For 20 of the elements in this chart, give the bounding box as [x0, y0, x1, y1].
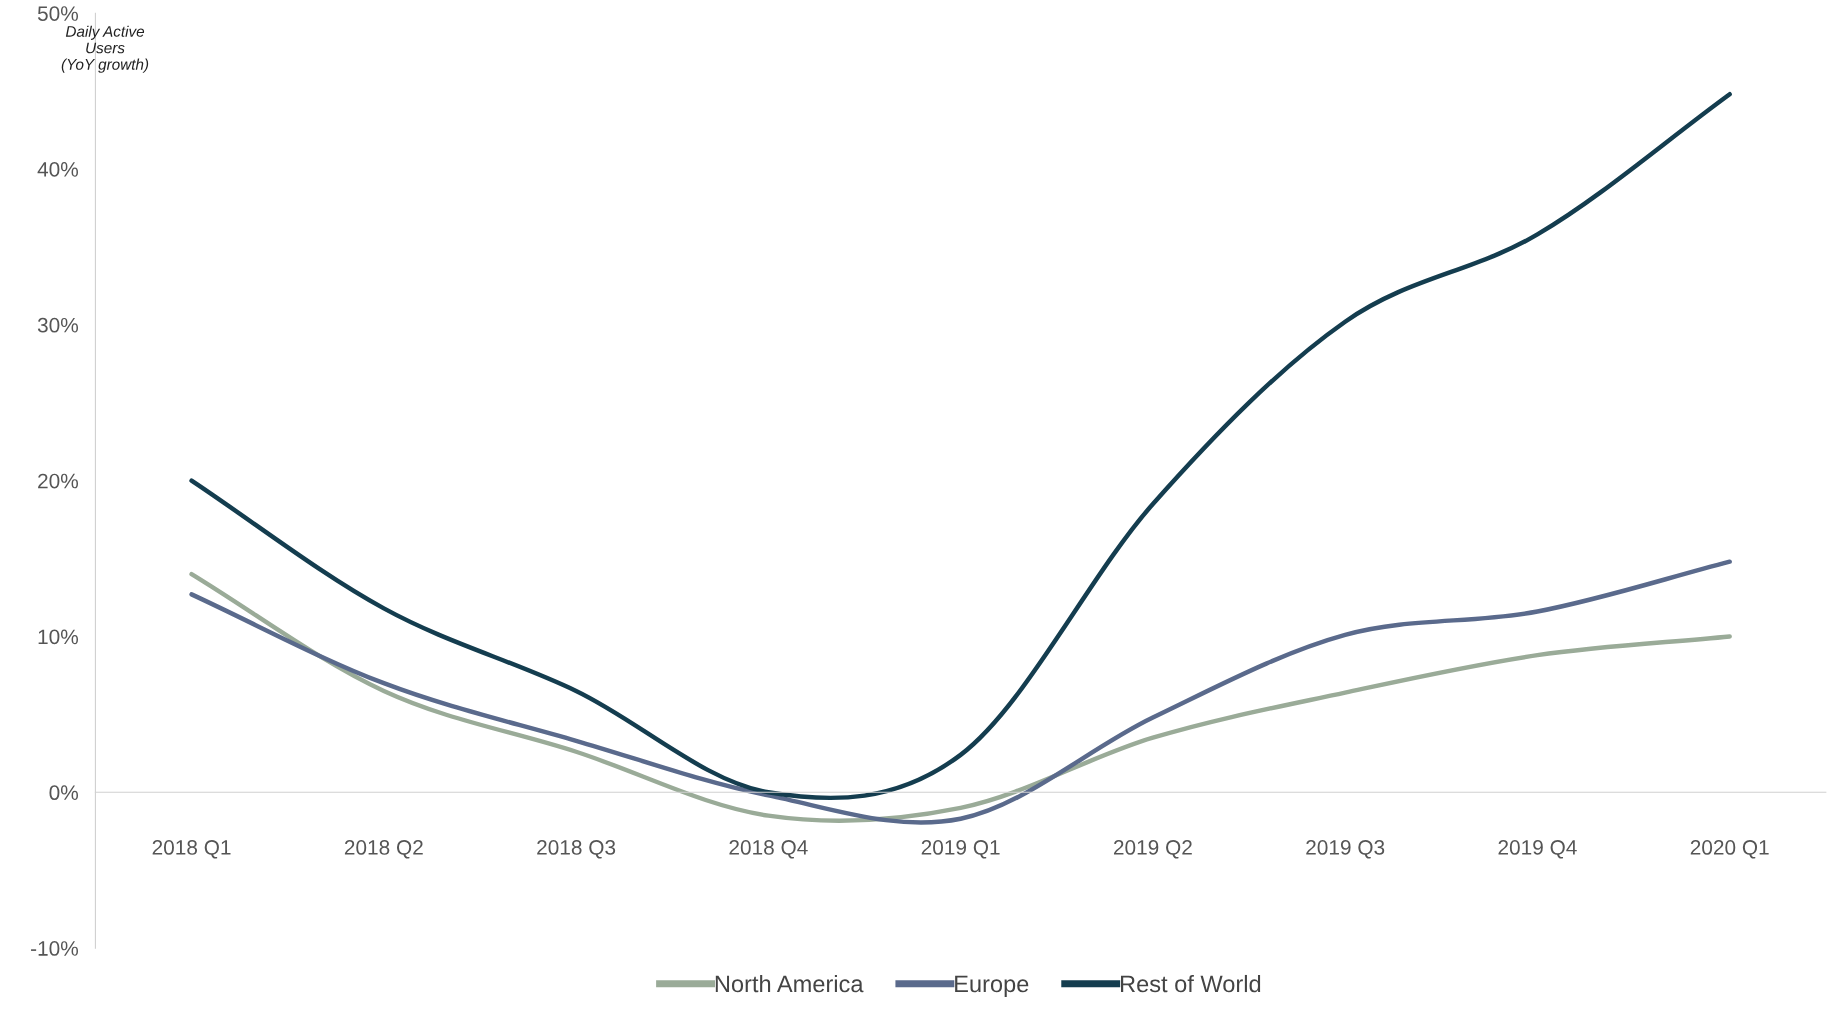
x-tick-label: 2019 Q4 [1498, 840, 1577, 859]
x-tick-label: 2018 Q4 [729, 840, 808, 859]
y-axis-title: Daily Active Users (YoY growth) [61, 25, 149, 73]
y-tick-label: 50% [37, 6, 79, 21]
x-tick-label: 2019 Q3 [1306, 840, 1385, 859]
y-tick-label: 40% [37, 162, 79, 177]
legend-label: Europe [955, 975, 1029, 997]
x-tick-label: 2019 Q1 [921, 840, 1000, 859]
legend-label: Rest of World [1120, 974, 1261, 993]
y-tick-label: -10% [31, 941, 79, 956]
y-tick-label: 30% [37, 317, 79, 333]
x-tick-label: 2018 Q2 [344, 840, 423, 859]
x-tick-label: 2018 Q1 [152, 840, 231, 859]
y-tick-label: 10% [38, 629, 79, 645]
x-tick-label: 2020 Q1 [1690, 840, 1769, 859]
legend-label: North America [715, 974, 864, 993]
y-tick-label: 0% [49, 785, 79, 801]
x-tick-label: 2019 Q2 [1113, 840, 1192, 859]
y-tick-label: 20% [38, 473, 79, 489]
x-tick-label: 2018 Q3 [537, 840, 616, 859]
